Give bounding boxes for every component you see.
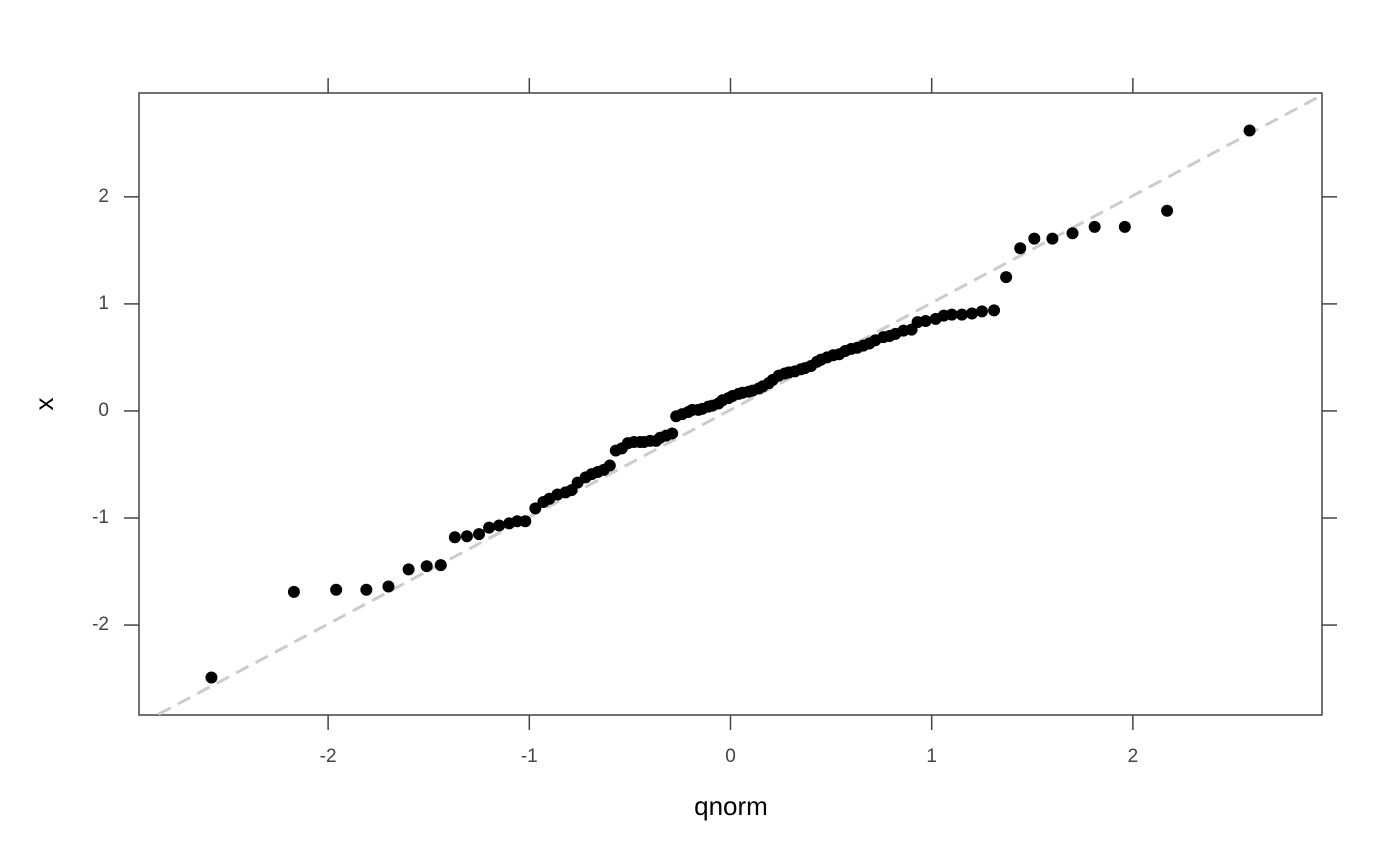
x-tick-label: -2 xyxy=(320,746,337,767)
plot-frame xyxy=(138,92,1323,716)
point xyxy=(975,305,988,318)
point xyxy=(945,308,958,321)
y-tick-label: 1 xyxy=(98,293,109,314)
point xyxy=(402,563,415,576)
point xyxy=(434,559,447,572)
point xyxy=(519,515,532,528)
point xyxy=(360,583,373,596)
point xyxy=(382,580,395,593)
point xyxy=(1014,242,1027,255)
point xyxy=(460,530,473,543)
point xyxy=(1000,271,1013,284)
x-tick-label: 2 xyxy=(1128,746,1139,767)
reference-line xyxy=(153,93,1322,715)
point xyxy=(988,304,1001,317)
y-axis-title: x xyxy=(29,398,59,411)
y-tick-label: 0 xyxy=(98,400,109,421)
point xyxy=(955,308,968,321)
x-tick-label: -1 xyxy=(521,746,538,767)
point xyxy=(965,307,978,320)
point xyxy=(330,583,343,596)
point xyxy=(287,585,300,598)
point xyxy=(420,560,433,573)
point xyxy=(603,459,616,472)
point xyxy=(448,531,461,544)
point xyxy=(1118,220,1131,233)
y-tick-label: -1 xyxy=(92,507,109,528)
x-tick-label: 0 xyxy=(725,746,736,767)
point xyxy=(483,521,496,534)
point xyxy=(493,519,506,532)
x-axis-title: qnorm xyxy=(694,791,768,821)
point xyxy=(1028,232,1041,245)
y-tick-label: -2 xyxy=(92,614,109,635)
point xyxy=(666,427,679,440)
point xyxy=(1066,227,1079,240)
point xyxy=(919,315,932,328)
y-tick-label: 2 xyxy=(98,186,109,207)
point xyxy=(1243,124,1256,137)
point xyxy=(1046,232,1059,245)
x-tick-label: 1 xyxy=(926,746,937,767)
plot-area xyxy=(153,93,1322,715)
point xyxy=(529,502,542,515)
point xyxy=(473,528,486,541)
point xyxy=(205,671,218,684)
point xyxy=(1161,204,1174,217)
point xyxy=(1088,220,1101,233)
